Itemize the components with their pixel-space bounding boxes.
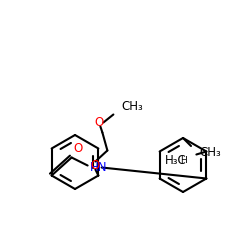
Text: O: O	[91, 159, 100, 172]
Text: O: O	[95, 116, 104, 129]
Text: H₃C: H₃C	[165, 154, 186, 167]
Text: O: O	[74, 142, 83, 156]
Text: HN: HN	[90, 161, 107, 174]
Text: CH₃: CH₃	[122, 100, 143, 112]
Text: CH₃: CH₃	[199, 146, 221, 158]
Text: H: H	[180, 156, 186, 165]
